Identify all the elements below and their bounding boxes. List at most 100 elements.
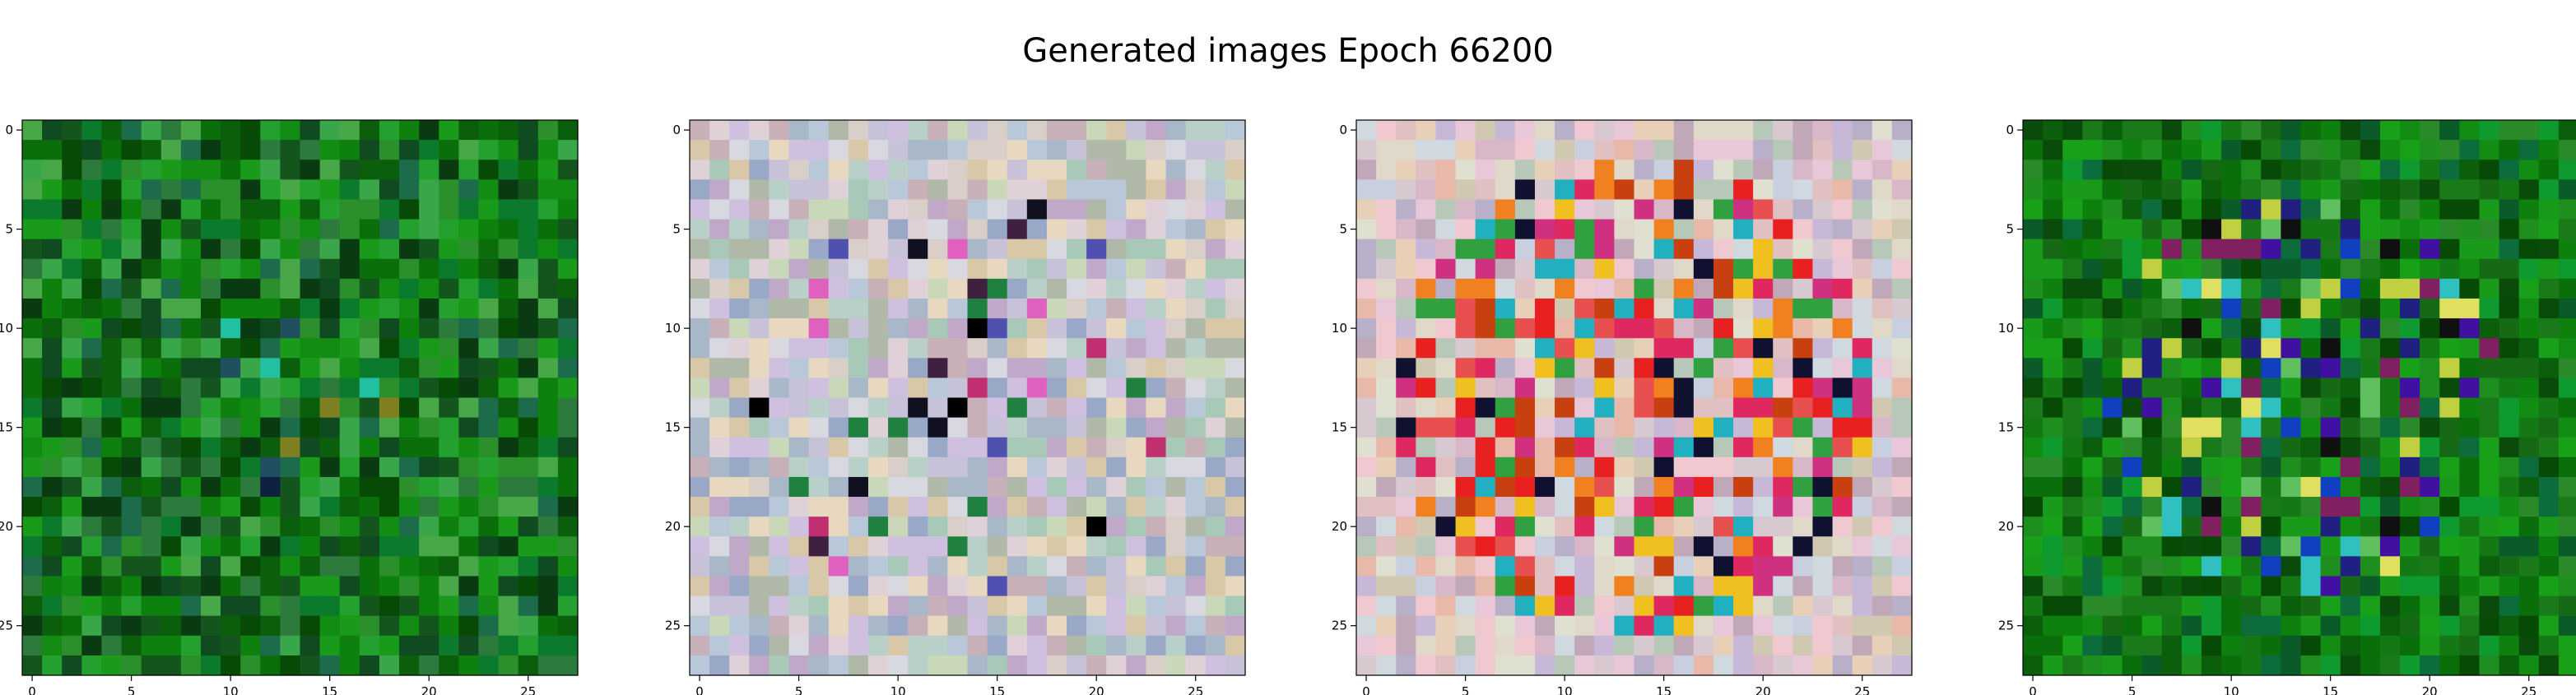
pixel-cell bbox=[2459, 497, 2481, 517]
pixel-cell bbox=[2062, 160, 2083, 180]
pixel-cell bbox=[240, 378, 261, 399]
pixel-cell bbox=[1146, 595, 1167, 617]
pixel-cell bbox=[1067, 258, 1087, 280]
pixel-cell bbox=[2518, 378, 2540, 399]
pixel-cell bbox=[1455, 358, 1476, 378]
pixel-cell bbox=[709, 378, 730, 399]
pixel-cell bbox=[709, 517, 730, 537]
pixel-cell bbox=[749, 655, 770, 676]
pixel-cell bbox=[1693, 517, 1714, 537]
pixel-cell bbox=[1872, 517, 1893, 537]
pixel-cell bbox=[788, 576, 810, 597]
pixel-cell bbox=[399, 536, 420, 557]
pixel-cell bbox=[240, 298, 261, 319]
pixel-cell bbox=[690, 397, 710, 419]
pixel-cell bbox=[379, 437, 400, 458]
pixel-cell bbox=[2043, 576, 2063, 597]
pixel-cell bbox=[1007, 576, 1028, 597]
pixel-cell bbox=[1733, 318, 1754, 339]
pixel-cell bbox=[1495, 437, 1516, 458]
pixel-cell bbox=[1146, 179, 1167, 201]
pixel-cell bbox=[280, 417, 301, 438]
pixel-cell bbox=[1475, 595, 1496, 617]
pixel-cell bbox=[1852, 358, 1873, 378]
pixel-cell bbox=[2221, 298, 2242, 319]
pixel-cell bbox=[2420, 517, 2440, 537]
pixel-cell bbox=[1435, 595, 1457, 617]
pixel-cell bbox=[537, 456, 559, 478]
pixel-cell bbox=[1852, 556, 1873, 577]
pixel-cell bbox=[1416, 318, 1437, 339]
pixel-cell bbox=[42, 140, 63, 160]
pixel-cell bbox=[987, 199, 1008, 220]
pixel-cell bbox=[1086, 199, 1107, 220]
pixel-cell bbox=[2340, 358, 2361, 378]
pixel-cell bbox=[42, 615, 63, 637]
pixel-cell bbox=[947, 179, 969, 201]
pixel-cell bbox=[1416, 556, 1437, 577]
pixel-cell bbox=[1067, 635, 1087, 656]
pixel-cell bbox=[1673, 298, 1695, 319]
pixel-cell bbox=[2161, 298, 2183, 319]
pixel-cell bbox=[709, 556, 730, 577]
pixel-cell bbox=[1872, 318, 1893, 339]
pixel-cell bbox=[180, 517, 202, 537]
pixel-cell bbox=[1872, 298, 1893, 319]
pixel-cell bbox=[1146, 556, 1167, 577]
pixel-cell bbox=[769, 199, 790, 220]
pixel-cell bbox=[518, 160, 539, 180]
pixel-cell bbox=[1106, 160, 1127, 180]
pixel-cell bbox=[1106, 576, 1127, 597]
pixel-cell bbox=[908, 199, 928, 220]
pixel-cell bbox=[2518, 239, 2540, 260]
pixel-cell bbox=[101, 179, 123, 201]
pixel-cell bbox=[729, 536, 750, 557]
pixel-cell bbox=[2400, 140, 2420, 160]
pixel-cell bbox=[160, 595, 182, 617]
pixel-cell bbox=[141, 615, 162, 637]
pixel-cell bbox=[867, 536, 889, 557]
pixel-cell bbox=[828, 160, 849, 180]
pixel-cell bbox=[2241, 179, 2262, 201]
pixel-cell bbox=[2122, 556, 2143, 577]
pixel-cell bbox=[2241, 655, 2262, 676]
pixel-cell bbox=[1007, 497, 1028, 517]
pixel-cell bbox=[2340, 219, 2361, 240]
pixel-cell bbox=[1614, 258, 1635, 280]
pixel-cell bbox=[81, 595, 103, 617]
pixel-cell bbox=[709, 536, 730, 557]
pixel-cell bbox=[1146, 655, 1167, 676]
pixel-cell bbox=[2201, 576, 2222, 597]
pixel-cell bbox=[928, 258, 948, 280]
pixel-cell bbox=[2360, 120, 2381, 141]
pixel-cell bbox=[808, 517, 830, 537]
pixel-cell bbox=[788, 397, 810, 419]
pixel-cell bbox=[22, 497, 43, 517]
pixel-cell bbox=[1376, 595, 1397, 617]
pixel-cell bbox=[200, 456, 221, 478]
pixel-cell bbox=[2558, 615, 2576, 637]
pixel-cell bbox=[2141, 338, 2163, 359]
pixel-cell bbox=[1026, 239, 1048, 260]
pixel-cell bbox=[2538, 556, 2560, 577]
pixel-cell bbox=[22, 397, 43, 419]
pixel-cell bbox=[141, 397, 162, 419]
pixel-cell bbox=[399, 140, 420, 160]
pixel-cell bbox=[1773, 120, 1793, 141]
pixel-cell bbox=[42, 655, 63, 676]
pixel-cell bbox=[2320, 556, 2341, 577]
pixel-cell bbox=[1435, 199, 1457, 220]
pixel-cell bbox=[967, 378, 988, 399]
pixel-cell bbox=[1007, 298, 1028, 319]
pixel-cell bbox=[2221, 199, 2242, 220]
pixel-cell bbox=[62, 378, 82, 399]
pixel-cell bbox=[2499, 397, 2520, 419]
pixel-cell bbox=[1086, 338, 1107, 359]
pixel-cell bbox=[867, 318, 889, 339]
pixel-cell bbox=[2221, 140, 2242, 160]
pixel-cell bbox=[2241, 239, 2262, 260]
pixel-cell bbox=[1435, 378, 1457, 399]
pixel-cell bbox=[1495, 179, 1516, 201]
pixel-cell bbox=[1793, 655, 1814, 676]
pixel-cell bbox=[1872, 338, 1893, 359]
